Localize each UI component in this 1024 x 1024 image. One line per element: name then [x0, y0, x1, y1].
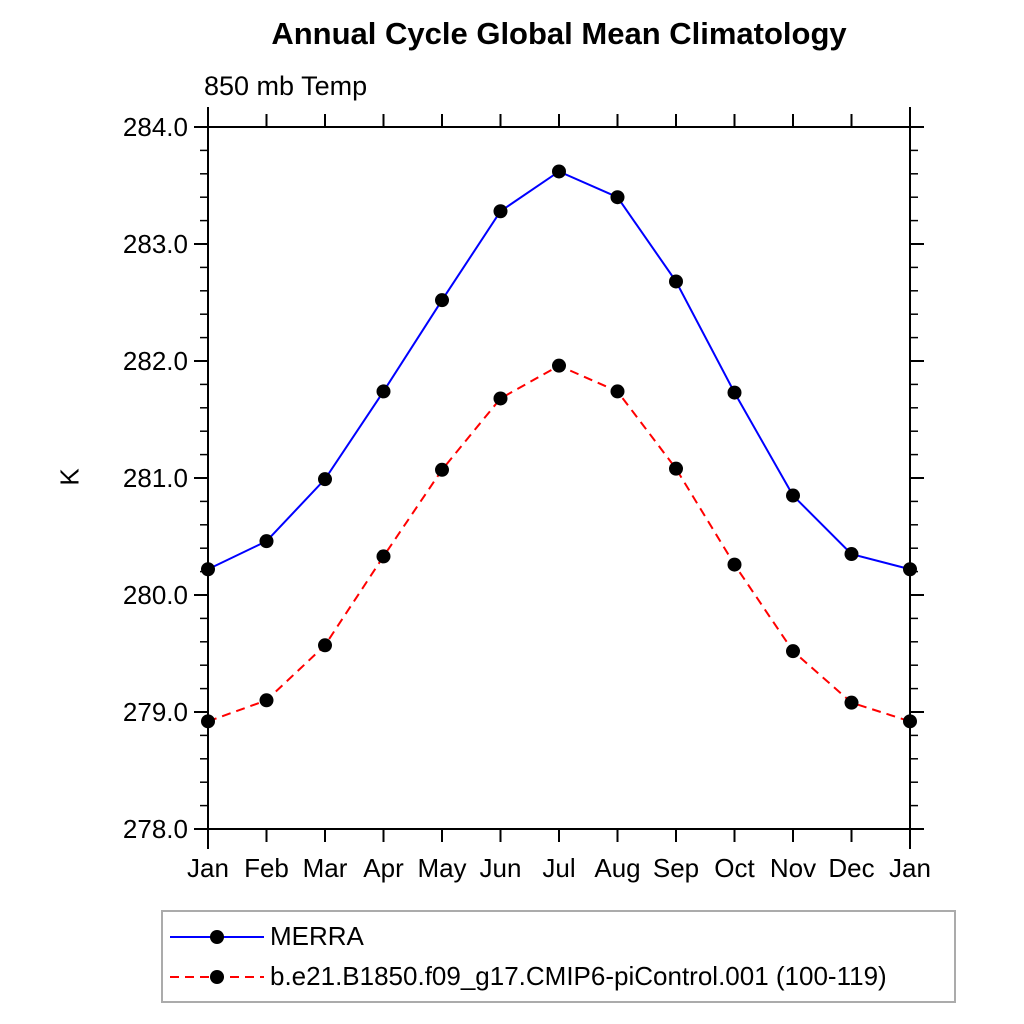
x-axis-tick-label: Nov [770, 853, 816, 883]
data-point-marker [376, 384, 391, 399]
data-point-marker [201, 714, 215, 729]
data-point-marker [201, 562, 215, 577]
y-axis-tick-label: 284.0 [123, 112, 188, 142]
legend-line-sample-solid [170, 929, 264, 944]
legend-label-merra: MERRA [270, 921, 364, 951]
legend-box: MERRA b.e21.B1850.f09_g17.CMIP6-piContro… [161, 910, 956, 1003]
x-axis-tick-label: Sep [653, 853, 699, 883]
x-axis-tick-label: May [417, 853, 466, 883]
data-point-marker [786, 644, 800, 659]
legend-row-model: b.e21.B1850.f09_g17.CMIP6-piControl.001 … [166, 961, 954, 992]
data-point-marker [376, 549, 391, 564]
data-point-marker [669, 274, 683, 289]
data-point-marker [493, 204, 508, 219]
data-point-marker [259, 693, 274, 708]
data-point-marker [435, 293, 449, 308]
data-point-marker [903, 714, 917, 729]
axis-frame [207, 126, 911, 830]
data-point-marker [727, 385, 742, 400]
y-axis-tick-label: 278.0 [123, 814, 188, 844]
x-axis-tick-label: Feb [244, 853, 289, 883]
x-axis-tick-label: Apr [363, 853, 404, 883]
chart-title: Annual Cycle Global Mean Climatology [271, 16, 847, 51]
data-point-marker [318, 638, 332, 653]
data-point-marker [727, 557, 742, 572]
x-axis-tick-label: Jan [187, 853, 229, 883]
series-line-model [207, 364, 911, 723]
data-point-marker [844, 547, 859, 562]
data-point-marker [786, 488, 800, 503]
x-axis-tick-label: Jan [889, 853, 931, 883]
data-point-marker [493, 391, 508, 406]
x-axis-tick-label: Jul [542, 853, 575, 883]
data-point-marker [610, 384, 625, 399]
legend-label-model: b.e21.B1850.f09_g17.CMIP6-piControl.001 … [270, 961, 887, 991]
y-axis-tick-label: 279.0 [123, 697, 188, 727]
data-point-marker [903, 562, 917, 577]
data-point-marker [318, 472, 332, 487]
data-point-marker [610, 190, 625, 205]
x-axis-tick-label: Aug [594, 853, 640, 883]
data-point-marker [552, 164, 566, 179]
chart-subtitle: 850 mb Temp [204, 71, 368, 101]
legend-row-merra: MERRA [166, 921, 954, 952]
data-point-marker [552, 358, 566, 373]
y-axis-tick-label: 283.0 [123, 229, 188, 259]
data-point-marker [844, 695, 859, 710]
data-point-marker [435, 462, 449, 477]
x-axis-tick-label: Mar [303, 853, 348, 883]
data-point-marker [259, 534, 274, 549]
x-axis-tick-label: Jun [480, 853, 522, 883]
y-axis-tick-label: 281.0 [123, 463, 188, 493]
data-point-marker [669, 461, 683, 476]
legend-line-sample-dashed [170, 969, 264, 984]
y-axis-tick-label: 282.0 [123, 346, 188, 376]
x-axis-tick-label: Dec [828, 853, 874, 883]
y-axis-tick-label: 280.0 [123, 580, 188, 610]
x-axis-tick-label: Oct [714, 853, 755, 883]
